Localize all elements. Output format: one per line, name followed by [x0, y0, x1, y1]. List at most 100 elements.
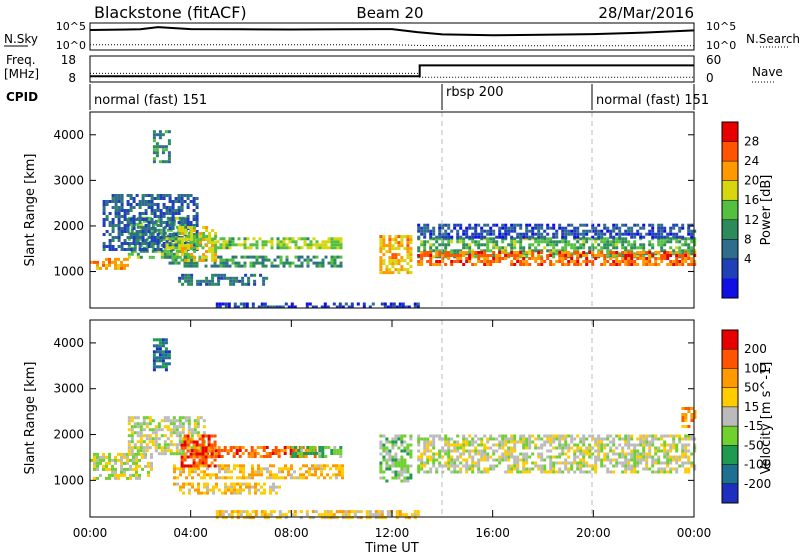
scatter-cell [471, 254, 475, 257]
scatter-cell [180, 203, 184, 206]
scatter-cell [394, 458, 398, 462]
scatter-cell [513, 243, 517, 247]
scatter-cell [156, 224, 160, 227]
scatter-cell [224, 485, 227, 489]
scatter-cell [183, 264, 187, 268]
scatter-cell [129, 458, 132, 462]
scatter-cell [161, 356, 165, 360]
scatter-cell [105, 461, 108, 465]
scatter-cell [211, 282, 215, 286]
scatter-cell [540, 226, 544, 230]
scatter-cell [114, 209, 118, 212]
scatter-cell [606, 467, 610, 471]
scatter-cell [183, 455, 187, 459]
scatter-cell [222, 258, 226, 262]
scatter-cell [519, 254, 523, 257]
scatter-cell [394, 256, 398, 260]
scatter-cell [141, 455, 144, 459]
scatter-cell [510, 226, 514, 230]
scatter-cell [406, 241, 410, 245]
scatter-cell [160, 446, 164, 450]
scatter-cell [330, 258, 334, 262]
scatter-cell [326, 464, 329, 468]
scatter-cell [630, 443, 634, 447]
scatter-cell [330, 246, 334, 250]
scatter-cell [193, 455, 197, 458]
scatter-cell [540, 235, 544, 239]
scatter-cell [570, 229, 574, 233]
scatter-cell [150, 212, 154, 215]
scatter-cell [165, 246, 169, 250]
scatter-cell [114, 200, 118, 203]
scatter-cell [136, 422, 140, 426]
scatter-cell [612, 464, 616, 468]
scatter-cell [672, 458, 676, 462]
scatter-cell [291, 455, 295, 458]
scatter-cell [400, 437, 404, 441]
scatter-cell [339, 446, 343, 449]
scatter-cell [96, 266, 99, 270]
scatter-cell [154, 222, 158, 226]
scatter-cell [181, 282, 185, 286]
scatter-cell [163, 452, 167, 456]
scatter-cell [400, 464, 404, 468]
frequency-unit: [MHz] [4, 67, 39, 81]
scatter-cell [555, 243, 559, 247]
scatter-cell [263, 302, 267, 306]
scatter-cell [600, 446, 604, 450]
scatter-cell [450, 461, 454, 465]
scatter-cell [230, 485, 233, 489]
scatter-cell [447, 440, 451, 444]
scatter-cell [332, 513, 336, 517]
scatter-cell [268, 452, 272, 455]
scatter-cell [645, 461, 649, 465]
scatter-cell [161, 341, 165, 345]
scatter-cell [507, 254, 511, 257]
scatter-cell [576, 260, 580, 263]
scatter-cell [186, 237, 190, 241]
scatter-cell [552, 434, 556, 438]
scatter-cell [504, 257, 508, 260]
scatter-cell [200, 476, 203, 480]
scatter-cell [471, 461, 475, 465]
scatter-cell [666, 240, 670, 244]
scatter-cell [459, 223, 463, 227]
scatter-cell [171, 246, 175, 250]
scatter-cell [126, 230, 130, 233]
scatter-cell [651, 440, 655, 444]
scatter-cell [450, 464, 454, 468]
scatter-cell [155, 356, 159, 360]
scatter-cell [615, 240, 619, 244]
scatter-cell [417, 443, 421, 447]
scatter-cell [320, 470, 323, 474]
scatter-cell [537, 251, 541, 254]
scatter-cell [155, 133, 159, 137]
scatter-cell [136, 431, 140, 435]
scatter-cell [621, 461, 625, 465]
scatter-cell [648, 455, 652, 459]
scatter-cell [341, 467, 344, 471]
scatter-cell [93, 260, 96, 264]
scatter-cell [522, 255, 526, 259]
scatter-cell [263, 467, 266, 471]
scatter-cell [133, 243, 137, 247]
scatter-cell [603, 226, 607, 230]
scatter-cell [693, 413, 697, 416]
scatter-cell [540, 251, 544, 254]
scatter-cell [138, 473, 141, 477]
scatter-cell [612, 243, 616, 247]
scatter-cell [406, 446, 410, 450]
scatter-cell [465, 229, 469, 233]
scatter-cell [389, 510, 393, 514]
scatter-cell [426, 443, 430, 447]
scatter-cell [612, 452, 616, 456]
scatter-cell [126, 224, 130, 227]
scatter-cell [138, 206, 142, 209]
scatter-cell [193, 229, 197, 232]
scatter-cell [567, 251, 571, 254]
scatter-cell [588, 449, 592, 453]
scatter-cell [169, 252, 173, 256]
scatter-cell [552, 470, 556, 474]
scatter-cell [200, 464, 203, 468]
